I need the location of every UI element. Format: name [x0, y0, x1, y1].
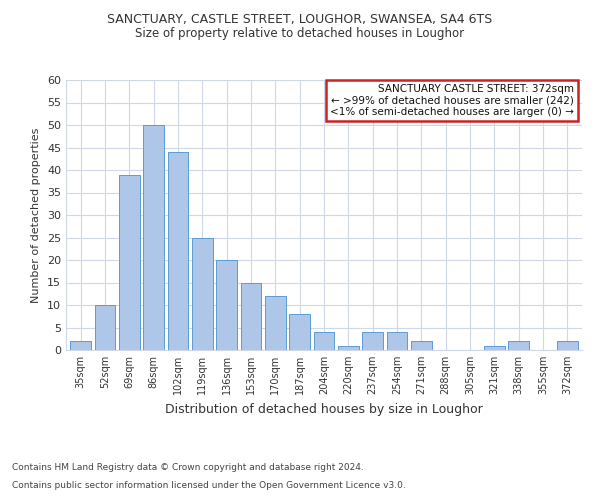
Bar: [289, 314, 310, 350]
Bar: [119, 174, 140, 350]
Bar: [386, 332, 407, 350]
Bar: [362, 332, 383, 350]
Bar: [167, 152, 188, 350]
Bar: [265, 296, 286, 350]
Text: Contains public sector information licensed under the Open Government Licence v3: Contains public sector information licen…: [12, 481, 406, 490]
Bar: [314, 332, 334, 350]
Text: SANCTUARY, CASTLE STREET, LOUGHOR, SWANSEA, SA4 6TS: SANCTUARY, CASTLE STREET, LOUGHOR, SWANS…: [107, 12, 493, 26]
Y-axis label: Number of detached properties: Number of detached properties: [31, 128, 41, 302]
Bar: [557, 341, 578, 350]
X-axis label: Distribution of detached houses by size in Loughor: Distribution of detached houses by size …: [165, 402, 483, 415]
Text: SANCTUARY CASTLE STREET: 372sqm
← >99% of detached houses are smaller (242)
<1% : SANCTUARY CASTLE STREET: 372sqm ← >99% o…: [331, 84, 574, 117]
Bar: [143, 125, 164, 350]
Bar: [216, 260, 237, 350]
Bar: [241, 282, 262, 350]
Bar: [338, 346, 359, 350]
Bar: [95, 305, 115, 350]
Bar: [70, 341, 91, 350]
Bar: [484, 346, 505, 350]
Bar: [508, 341, 529, 350]
Text: Contains HM Land Registry data © Crown copyright and database right 2024.: Contains HM Land Registry data © Crown c…: [12, 464, 364, 472]
Text: Size of property relative to detached houses in Loughor: Size of property relative to detached ho…: [136, 28, 464, 40]
Bar: [192, 238, 212, 350]
Bar: [411, 341, 432, 350]
